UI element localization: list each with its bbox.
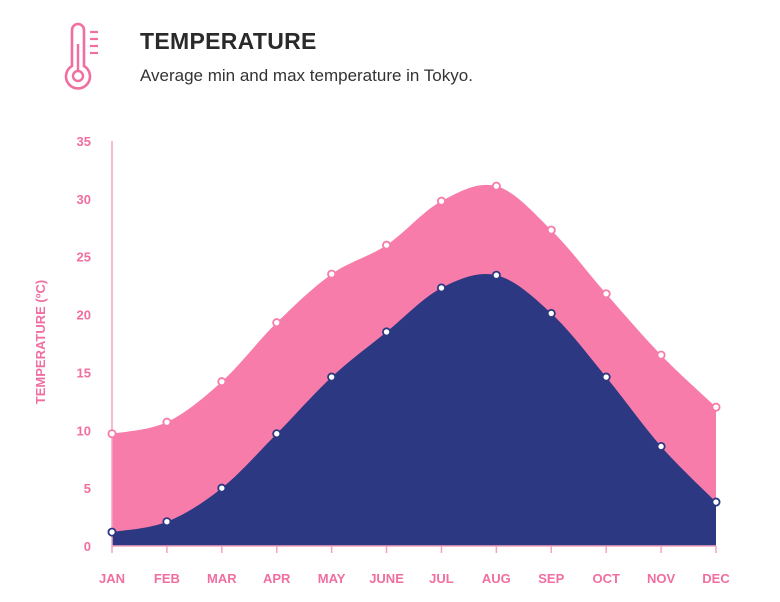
min-data-point [382, 327, 392, 337]
x-tick-label: AUG [482, 571, 511, 586]
min-data-point [107, 527, 117, 537]
x-tick-label: NOV [647, 571, 676, 586]
max-data-point [546, 225, 556, 235]
x-tick-label: DEC [702, 571, 730, 586]
x-tick-label: OCT [592, 571, 620, 586]
y-tick-label: 35 [77, 134, 91, 149]
thermometer-icon [64, 22, 98, 90]
max-data-point [382, 240, 392, 250]
max-data-point [162, 417, 172, 427]
x-tick-label: JUNE [369, 571, 404, 586]
y-tick-label: 10 [77, 423, 91, 438]
y-tick-label: 25 [77, 250, 91, 265]
x-tick-label: FEB [154, 571, 180, 586]
chart-labels: JAN FEB MAR APR MAY JUNE JUL AUG SEP OCT NOV DEC 0 5 1… [77, 134, 731, 586]
min-data-point [272, 429, 282, 439]
max-data-point [107, 429, 117, 439]
y-tick-label: 5 [84, 481, 91, 496]
chart-subtitle: Average min and max temperature in Tokyo… [140, 66, 473, 85]
max-data-point [656, 350, 666, 360]
min-data-point [217, 483, 227, 493]
max-data-point [217, 377, 227, 387]
y-tick-label: 15 [77, 365, 91, 380]
chart-areas [112, 184, 716, 546]
min-data-point [601, 372, 611, 382]
x-tick-label: APR [263, 571, 291, 586]
chart-points [107, 181, 721, 537]
min-data-point [546, 308, 556, 318]
max-data-point [491, 181, 501, 191]
x-tick-label: JUL [429, 571, 454, 586]
min-data-point [436, 283, 446, 293]
chart-axes [111, 141, 717, 553]
y-tick-label: 20 [77, 308, 91, 323]
min-data-point [656, 441, 666, 451]
max-data-point [436, 196, 446, 206]
min-data-point [491, 270, 501, 280]
x-tick-label: JAN [99, 571, 125, 586]
min-data-point [711, 497, 721, 507]
max-data-point [327, 269, 337, 279]
x-tick-label: MAR [207, 571, 237, 586]
x-tick-label: SEP [538, 571, 564, 586]
chart-title: TEMPERATURE [140, 28, 317, 54]
max-data-point [272, 318, 282, 328]
x-tick-label: MAY [318, 571, 346, 586]
y-axis-label: TEMPERATURE (ºC) [33, 280, 48, 404]
max-data-point [601, 289, 611, 299]
min-data-point [327, 372, 337, 382]
y-tick-label: 30 [77, 192, 91, 207]
y-tick-label: 0 [84, 539, 91, 554]
min-data-point [162, 517, 172, 527]
max-data-point [711, 402, 721, 412]
min-temperature-area [112, 274, 716, 546]
